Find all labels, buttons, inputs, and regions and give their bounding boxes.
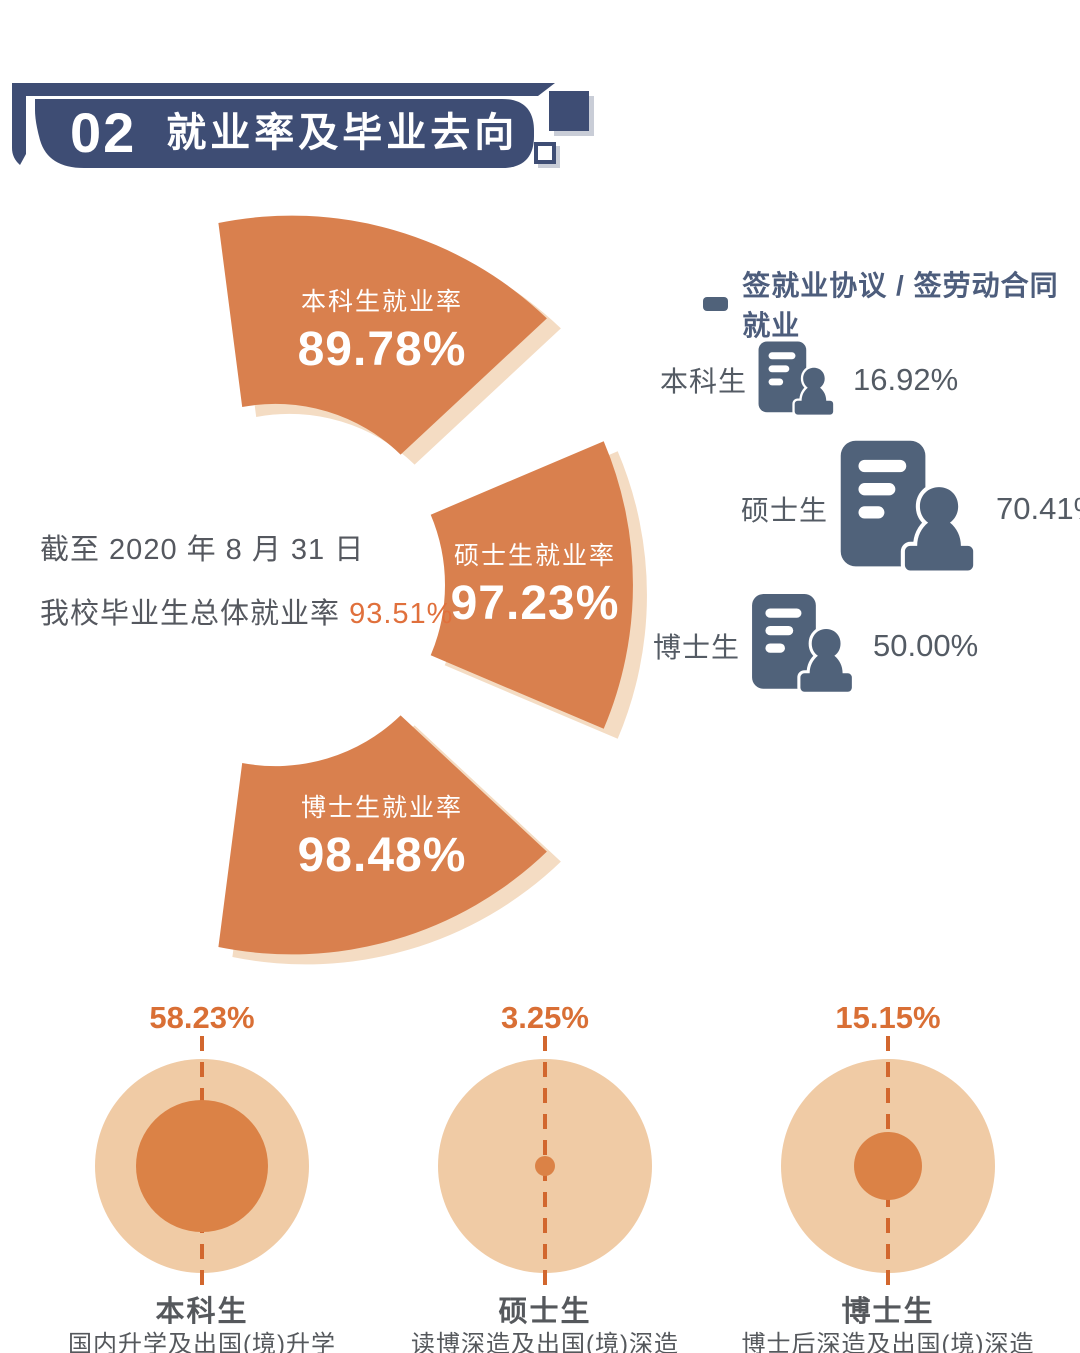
section-number: 02 [70, 101, 137, 164]
circle-value-undergraduate: 58.23% [149, 1000, 255, 1035]
fan-master-text: 硕士生就业率 97.23% [405, 536, 665, 631]
circle-value-doctor: 15.15% [835, 1000, 941, 1035]
inner-circle [535, 1156, 555, 1176]
donut-doctor [781, 1036, 995, 1290]
circle-label-master: 硕士生 [498, 1296, 592, 1328]
fan-doctor-text: 博士生就业率 98.48% [252, 788, 512, 883]
inner-circle [136, 1100, 268, 1232]
circle-sublabel-undergraduate: 国内升学及出国(境)升学 [68, 1331, 336, 1353]
fan-doctor [218, 715, 547, 955]
legend-row-undergraduate: 本科生 16.92% [660, 340, 958, 420]
circle-sublabel-master: 读博深造及出国(境)深造 [411, 1331, 679, 1353]
fan-value: 97.23% [450, 577, 620, 630]
badge-left-bar [12, 83, 26, 165]
legend-row-value: 70.41% [996, 491, 1080, 526]
fan-value: 89.78% [297, 323, 467, 376]
fan-undergraduate-text: 本科生就业率 89.78% [252, 282, 512, 377]
legend-row-master: 硕士生 70.41% [741, 438, 1080, 580]
document-stamp-icon [752, 594, 855, 695]
legend-row-label: 硕士生 [741, 495, 829, 526]
donut-master [438, 1036, 652, 1290]
page-title: 就业率及毕业去向 [166, 111, 519, 155]
employment-fan-chart [218, 215, 647, 965]
legend-row-doctor: 博士生 50.00% [653, 592, 978, 699]
donut-undergraduate [95, 1036, 309, 1290]
summary-overall-value: 93.51% [349, 598, 454, 630]
badge-top-strip [12, 83, 555, 96]
legend-row-value: 50.00% [873, 627, 979, 663]
legend-row-label: 本科生 [660, 366, 748, 397]
fan-shapes [218, 215, 633, 955]
legend-header: 签就业协议 / 签劳动合同就业 [703, 264, 1080, 344]
fan-value: 98.48% [297, 829, 467, 882]
badge-body [35, 99, 534, 168]
fan-label: 本科生就业率 [300, 288, 463, 316]
section-header: 02 就业率及毕业去向 [70, 96, 540, 170]
summary-overall-rate: 我校毕业生总体就业率 93.51% [40, 590, 453, 632]
fan-master [430, 441, 633, 729]
fan-undergraduate [218, 215, 547, 455]
circle-sublabel-doctor: 博士后深造及出国(境)深造 [741, 1331, 1035, 1353]
summary-block: 截至 2020 年 8 月 31 日 我校毕业生总体就业率 93.51% [40, 526, 453, 632]
circle-label-undergraduate: 本科生 [155, 1296, 249, 1328]
legend-bullet-icon [703, 297, 729, 311]
circle-label-doctor: 博士生 [841, 1296, 935, 1328]
deco-square-outline [534, 142, 556, 164]
section-badge-shape [12, 83, 555, 168]
document-stamp-icon [758, 341, 836, 417]
legend-title: 签就业协议 / 签劳动合同就业 [742, 270, 1059, 341]
summary-overall-prefix: 我校毕业生总体就业率 [40, 598, 350, 630]
summary-date: 截至 2020 年 8 月 31 日 [40, 534, 365, 566]
fan-label: 博士生就业率 [300, 794, 463, 822]
document-stamp-icon [840, 440, 978, 575]
legend-row-label: 博士生 [653, 631, 741, 663]
deco-square-filled [549, 91, 589, 131]
legend-row-value: 16.92% [853, 362, 959, 397]
inner-circle [854, 1132, 922, 1200]
circle-value-master: 3.25% [501, 1000, 589, 1035]
fan-label: 硕士生就业率 [453, 542, 616, 570]
